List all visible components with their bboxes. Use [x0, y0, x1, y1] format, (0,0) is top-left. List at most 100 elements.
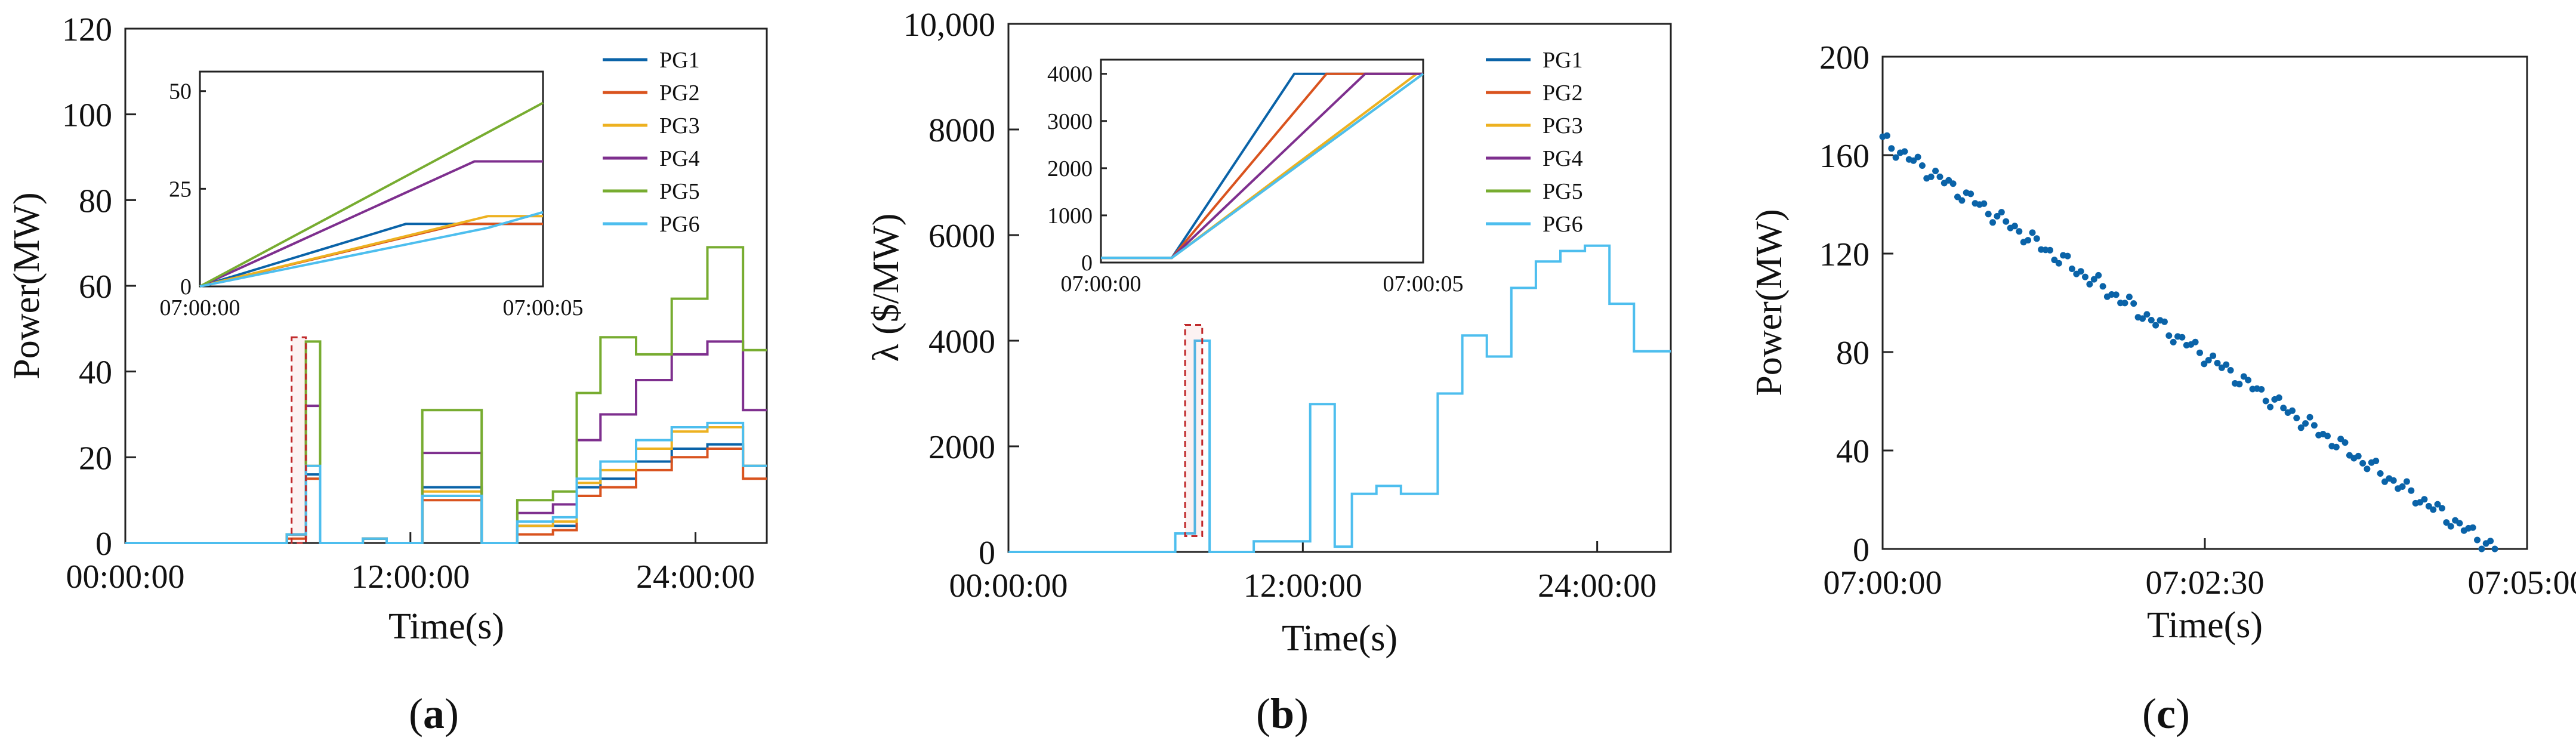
- panel-c-point: [2139, 315, 2146, 322]
- panel-a-inset-line-pg5: [199, 101, 544, 288]
- panel-c-point: [2165, 332, 2173, 339]
- panel-c-point: [1932, 168, 1939, 174]
- panel-b-legend-label-pg5: PG5: [1542, 179, 1583, 204]
- panel-a-y-tick-label: 40: [79, 354, 112, 391]
- panel-c-point: [1901, 148, 1908, 155]
- panel-c-chart: 07:00:00 07:02:30 07:05:00 0 40 80 120 160 200 T…: [1749, 39, 2576, 738]
- panel-c-point: [2095, 271, 2102, 279]
- panel-b-inset-x-tick-label: 07:00:05: [1383, 271, 1463, 297]
- panel-c-x-tick-label: 07:00:00: [1823, 564, 1942, 601]
- panel-a-y-tick-label: 100: [62, 97, 112, 134]
- panel-c-point: [2245, 377, 2252, 384]
- panel-a-y-tick-label: 120: [62, 11, 112, 48]
- panel-c-point: [2324, 433, 2331, 440]
- panel-c-point: [1892, 154, 1899, 161]
- panel-c-point: [2161, 318, 2168, 325]
- panel-c-point: [1989, 219, 1996, 226]
- panel-a-inset-x-tick-label: 07:00:05: [502, 295, 583, 320]
- panel-c-point: [2333, 443, 2340, 450]
- panel-b-inset-y-tick-label: 4000: [1047, 62, 1093, 87]
- panel-c-xlabel: Time(s): [2147, 605, 2263, 646]
- panel-c-point: [2456, 520, 2463, 527]
- panel-c-point: [2297, 424, 2304, 431]
- panel-c-point: [2403, 478, 2410, 485]
- panel-c-point: [2399, 483, 2406, 490]
- panel-c-point: [2491, 545, 2498, 553]
- panel-c-point: [2130, 300, 2137, 307]
- panel-c-point: [2275, 394, 2282, 401]
- panel-c-y-tick-label: 160: [1819, 138, 1869, 175]
- panel-c-point: [2341, 439, 2349, 446]
- panel-c-point: [1985, 211, 1992, 218]
- panel-a-inset-lines: [199, 101, 544, 288]
- panel-a-inset-frame: [199, 70, 544, 288]
- panel-c-point: [2337, 436, 2344, 443]
- panel-c-point: [2205, 357, 2212, 364]
- panel-a-inset-y-tick-label: 0: [180, 274, 192, 300]
- panel-c-point: [2090, 276, 2097, 283]
- panel-c-point: [1910, 157, 1917, 164]
- panel-b-highlight-box: [1184, 323, 1204, 537]
- panel-b-y-tick-label: 6000: [928, 218, 995, 255]
- panel-c-point: [2148, 317, 2155, 323]
- panel-b-series-lines: [1008, 244, 1671, 553]
- panel-c-point: [2390, 477, 2397, 484]
- panel-b-inset-frame: [1100, 58, 1424, 264]
- panel-b-legend: PG1 PG2 PG3 PG4 PG5 PG6: [1486, 48, 1583, 237]
- panel-a-xlabel: Time(s): [388, 606, 504, 647]
- panel-c-point: [2064, 252, 2071, 260]
- panel-a-highlight-box: [291, 336, 307, 544]
- panel-c-point: [1967, 190, 1975, 198]
- panel-c-ylabel: Power(MW): [1749, 209, 1790, 396]
- panel-c-point: [2280, 405, 2287, 412]
- panel-c-point: [2430, 506, 2437, 513]
- panel-c-point: [1958, 197, 1966, 204]
- panel-a-legend-label-pg1: PG1: [659, 48, 700, 73]
- panel-a-y-tick-label: 0: [95, 526, 112, 563]
- panel-b-legend-label-pg2: PG2: [1542, 81, 1583, 106]
- panel-a-label: (a): [409, 690, 459, 738]
- panel-c-point: [2267, 403, 2274, 411]
- panel-c-point: [2152, 322, 2159, 329]
- panel-c-point: [2143, 311, 2151, 318]
- panel-b-highlight: [1184, 323, 1204, 537]
- panel-c-point: [1936, 173, 1943, 180]
- panel-b-legend-label-pg1: PG1: [1542, 48, 1583, 73]
- panel-c-y-tick-label: 80: [1836, 335, 1869, 372]
- panel-c-point: [2302, 420, 2309, 427]
- panel-b-y-tick-label: 4000: [928, 323, 995, 360]
- panel-c-point: [2469, 524, 2476, 531]
- panel-c-point: [2289, 407, 2296, 414]
- panel-b-inset-y-tick-label: 0: [1081, 251, 1093, 276]
- panel-c-point: [1998, 209, 2005, 216]
- panel-c-point: [2443, 519, 2450, 526]
- panel-c-point: [1914, 153, 1921, 161]
- panel-c-point: [2003, 218, 2010, 225]
- panel-a-y-tick-label: 60: [79, 269, 112, 306]
- panel-c-letter: c: [2157, 690, 2176, 738]
- panel-c-point: [2223, 361, 2230, 368]
- panel-c-x-tick-label: 07:05:00: [2467, 564, 2576, 601]
- panel-c-point: [2016, 228, 2023, 235]
- panel-b-inset-y-tick-label: 2000: [1047, 156, 1093, 181]
- panel-b-plot-frame: [1007, 23, 1672, 553]
- panel-c-point: [1994, 212, 2001, 220]
- panel-c-point: [1883, 132, 1890, 139]
- panel-c-point: [1949, 180, 1957, 187]
- panel-b-y-tick-label: 8000: [928, 112, 995, 149]
- panel-c-y-tick-label: 0: [1853, 532, 1869, 569]
- panel-b-chart: 00:00:00 12:00:00 24:00:00 0 2000 4000 6000 800…: [866, 7, 1672, 738]
- panel-a-line-pg3: [125, 426, 767, 544]
- panel-c-point: [2258, 386, 2265, 393]
- panel-b-y-tick-label: 0: [979, 535, 995, 572]
- panel-c-y-tick-label: 120: [1819, 236, 1869, 273]
- panel-a-inset-ticks: 07:00:00 07:00:05 0 25 50: [159, 79, 583, 320]
- panel-b-inset-y-tick-label: 3000: [1047, 109, 1093, 134]
- panel-c-point: [2214, 360, 2221, 366]
- panel-c-point: [2377, 470, 2384, 477]
- panel-a-series-lines: [125, 246, 767, 544]
- panel-c-point: [2359, 459, 2367, 467]
- panel-b-inset-y-tick-label: 1000: [1047, 203, 1093, 229]
- panel-b-y-tick-label: 2000: [928, 429, 995, 466]
- panel-c-point: [2011, 223, 2018, 230]
